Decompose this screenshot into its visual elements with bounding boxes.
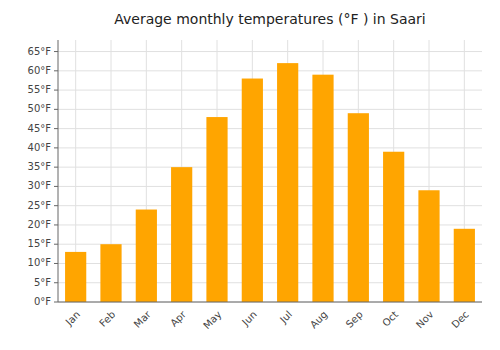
bar <box>383 152 404 302</box>
bar <box>418 190 439 302</box>
y-tick-label: 0°F <box>34 296 51 307</box>
x-tick-label: Jan <box>63 309 82 328</box>
x-tick-label: May <box>201 309 223 331</box>
x-tick-label: Jul <box>277 309 294 326</box>
bar <box>277 63 298 302</box>
chart-svg: 0°F 5°F 10°F 15°F 20°F 25°F 30°F 35°F 40°F 45°F 50… <box>0 0 500 350</box>
grid-line-y <box>58 302 482 303</box>
y-tick-label: 35°F <box>28 161 52 172</box>
x-tick-label: Nov <box>414 309 436 331</box>
bar <box>242 79 263 302</box>
y-tick-label: 5°F <box>34 277 51 288</box>
y-tick-label: 25°F <box>28 200 52 211</box>
grid-line-y <box>58 70 482 71</box>
chart-title: Average monthly temperatures (°F ) in Sa… <box>114 11 426 27</box>
bars <box>65 63 475 302</box>
y-tick-label: 10°F <box>28 257 52 268</box>
y-tick-mark <box>54 263 58 264</box>
y-tick-mark <box>54 302 58 303</box>
y-tick-label: 40°F <box>28 142 52 153</box>
x-tick-label: Apr <box>168 308 189 329</box>
bar <box>312 75 333 302</box>
bar <box>100 244 121 302</box>
y-tick-mark <box>54 51 58 52</box>
y-tick-label: 30°F <box>28 180 52 191</box>
x-axis: Jan Feb Mar Apr May Jun Jul Aug Sep Oct Nov Dec <box>63 308 471 331</box>
y-tick-mark <box>54 244 58 245</box>
grid <box>58 40 482 302</box>
x-axis-line <box>58 302 482 303</box>
y-tick-mark <box>54 205 58 206</box>
x-tick-label: Jun <box>239 309 259 329</box>
grid-line-y <box>58 147 482 148</box>
bar <box>65 252 86 302</box>
bar <box>136 210 157 302</box>
y-tick-label: 20°F <box>28 219 52 230</box>
y-tick-mark <box>54 167 58 168</box>
y-tick-label: 45°F <box>28 123 52 134</box>
grid-line-y <box>58 51 482 52</box>
y-tick-label: 55°F <box>28 84 52 95</box>
y-tick-label: 50°F <box>28 103 52 114</box>
bar <box>348 113 369 302</box>
y-tick-mark <box>54 109 58 110</box>
x-tick-label: Sep <box>344 309 365 330</box>
y-tick-mark <box>54 147 58 148</box>
y-tick-label: 60°F <box>28 65 52 76</box>
y-tick-label: 65°F <box>28 46 52 57</box>
bar <box>206 117 227 302</box>
y-axis: 0°F 5°F 10°F 15°F 20°F 25°F 30°F 35°F 40°F 45°F 50… <box>28 46 58 307</box>
chart-container: 0°F 5°F 10°F 15°F 20°F 25°F 30°F 35°F 40°F 45°F 50… <box>0 0 500 350</box>
bar <box>171 167 192 302</box>
x-tick-label: Feb <box>97 309 117 329</box>
y-tick-mark <box>54 70 58 71</box>
y-tick-label: 15°F <box>28 238 52 249</box>
grid-line-y <box>58 186 482 187</box>
y-tick-mark <box>54 224 58 225</box>
y-axis-line <box>58 40 59 302</box>
grid-line-y <box>58 109 482 110</box>
x-tick-label: Dec <box>449 309 470 330</box>
grid-line-y <box>58 128 482 129</box>
x-tick-label: Mar <box>132 308 154 330</box>
grid-line-y <box>58 167 482 168</box>
x-tick-label: Oct <box>380 309 400 329</box>
y-tick-mark <box>54 128 58 129</box>
grid-line-y <box>58 90 482 91</box>
x-tick-label: Aug <box>308 309 330 331</box>
y-tick-mark <box>54 186 58 187</box>
y-tick-mark <box>54 282 58 283</box>
y-tick-mark <box>54 90 58 91</box>
bar <box>454 229 475 302</box>
